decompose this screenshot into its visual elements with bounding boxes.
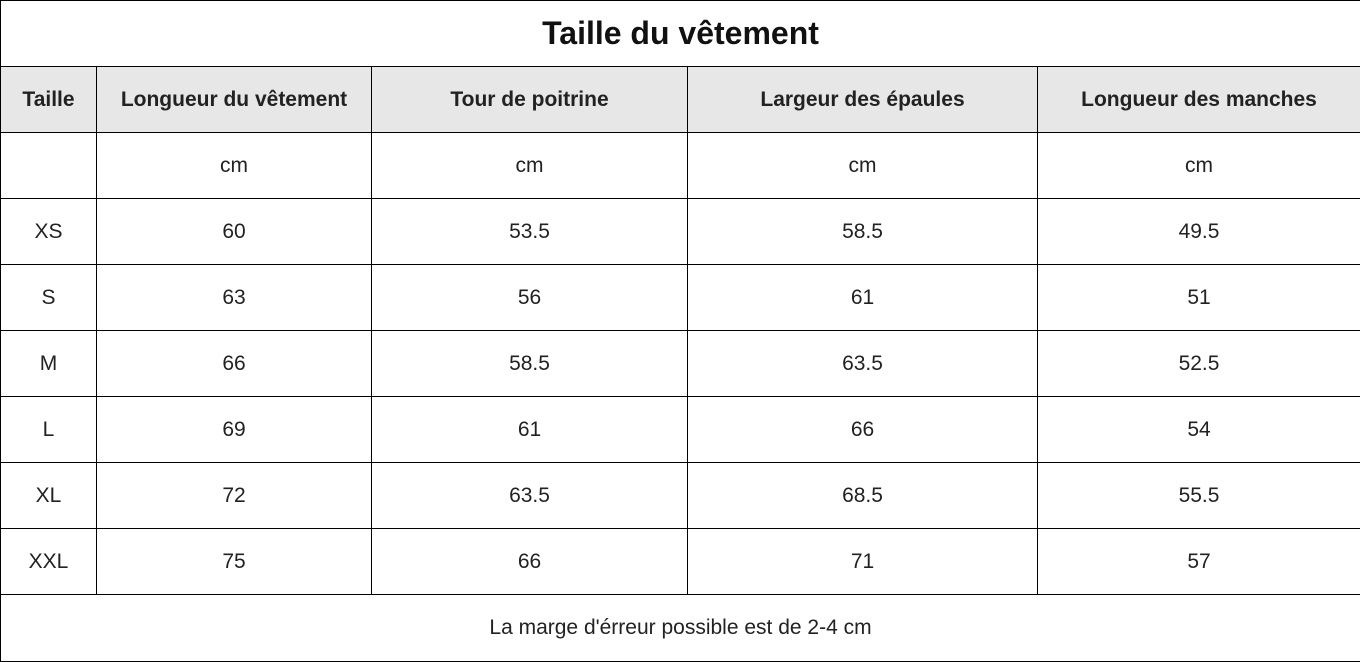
- table-row: XXL 75 66 71 57: [1, 529, 1360, 595]
- header-row: Taille Longueur du vêtement Tour de poit…: [1, 67, 1360, 133]
- table-cell: M: [1, 331, 97, 397]
- header-chest: Tour de poitrine: [372, 67, 688, 133]
- header-size: Taille: [1, 67, 97, 133]
- table-cell: 51: [1038, 265, 1360, 331]
- table-row: XS 60 53.5 58.5 49.5: [1, 199, 1360, 265]
- table-cell: 72: [97, 463, 372, 529]
- table-cell: cm: [97, 133, 372, 199]
- table-row: M 66 58.5 63.5 52.5: [1, 331, 1360, 397]
- table-row: S 63 56 61 51: [1, 265, 1360, 331]
- table-cell: cm: [372, 133, 688, 199]
- table-cell: L: [1, 397, 97, 463]
- table-cell: 55.5: [1038, 463, 1360, 529]
- table-cell: 54: [1038, 397, 1360, 463]
- table-cell: XS: [1, 199, 97, 265]
- table-cell: 49.5: [1038, 199, 1360, 265]
- table-row: XL 72 63.5 68.5 55.5: [1, 463, 1360, 529]
- header-sleeve-length: Longueur des manches: [1038, 67, 1360, 133]
- table-cell: 69: [97, 397, 372, 463]
- table-title: Taille du vêtement: [1, 1, 1360, 67]
- table-cell: 66: [688, 397, 1038, 463]
- table-cell: 63.5: [372, 463, 688, 529]
- footer-row: La marge d'érreur possible est de 2-4 cm: [1, 595, 1360, 662]
- table-cell: XXL: [1, 529, 97, 595]
- table-cell: 61: [688, 265, 1038, 331]
- table-cell: 57: [1038, 529, 1360, 595]
- table-cell: [1, 133, 97, 199]
- table-cell: 52.5: [1038, 331, 1360, 397]
- table-cell: cm: [688, 133, 1038, 199]
- table-cell: 75: [97, 529, 372, 595]
- units-row: cm cm cm cm: [1, 133, 1360, 199]
- header-garment-length: Longueur du vêtement: [97, 67, 372, 133]
- table-cell: 53.5: [372, 199, 688, 265]
- table-cell: 66: [97, 331, 372, 397]
- table-cell: 61: [372, 397, 688, 463]
- table-cell: cm: [1038, 133, 1360, 199]
- table-cell: 56: [372, 265, 688, 331]
- table-cell: XL: [1, 463, 97, 529]
- table-cell: 66: [372, 529, 688, 595]
- table-cell: 63.5: [688, 331, 1038, 397]
- table-cell: 63: [97, 265, 372, 331]
- table-cell: 58.5: [688, 199, 1038, 265]
- table-cell: 71: [688, 529, 1038, 595]
- title-row: Taille du vêtement: [1, 1, 1360, 67]
- table-cell: 60: [97, 199, 372, 265]
- footer-note: La marge d'érreur possible est de 2-4 cm: [1, 595, 1360, 662]
- header-shoulder-width: Largeur des épaules: [688, 67, 1038, 133]
- table-cell: 68.5: [688, 463, 1038, 529]
- table-row: L 69 61 66 54: [1, 397, 1360, 463]
- table-cell: 58.5: [372, 331, 688, 397]
- table-cell: S: [1, 265, 97, 331]
